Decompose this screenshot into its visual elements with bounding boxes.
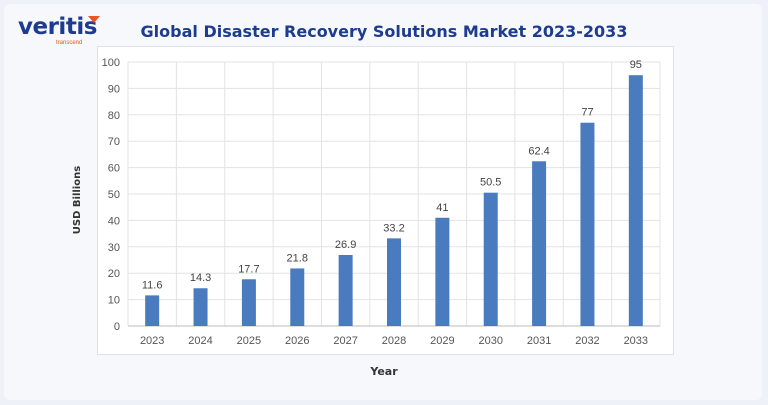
x-tick-label: 2025 xyxy=(237,335,261,347)
y-tick-label: 50 xyxy=(108,189,120,201)
x-tick-label: 2023 xyxy=(140,335,164,347)
logo-tagline: transcend xyxy=(56,40,83,46)
x-axis-title: Year xyxy=(369,365,398,378)
data-label: 62.4 xyxy=(528,145,549,157)
y-tick-label: 10 xyxy=(108,295,120,307)
data-label: 14.3 xyxy=(190,272,211,284)
bar-2024 xyxy=(193,288,208,326)
y-tick-label: 100 xyxy=(102,57,120,69)
y-axis-title: USD Billions xyxy=(72,166,83,234)
y-tick-label: 0 xyxy=(114,321,120,333)
y-tick-label: 70 xyxy=(108,136,120,148)
data-label: 11.6 xyxy=(142,279,163,291)
x-tick-label: 2030 xyxy=(478,335,502,347)
bar-2028 xyxy=(387,238,401,326)
x-tick-label: 2027 xyxy=(333,335,357,347)
data-label: 50.5 xyxy=(480,177,501,189)
data-label: 26.9 xyxy=(335,239,356,251)
data-label: 21.8 xyxy=(287,252,308,264)
x-tick-label: 2033 xyxy=(624,335,648,347)
bar-2026 xyxy=(290,268,305,326)
data-label: 33.2 xyxy=(383,222,404,234)
y-tick-label: 60 xyxy=(108,163,120,175)
veritis-logo: veritis transcend xyxy=(18,14,100,46)
logo-mark-icon xyxy=(88,16,100,23)
bar-2029 xyxy=(435,217,450,326)
chart-title: Global Disaster Recovery Solutions Marke… xyxy=(140,22,628,41)
bar-2033 xyxy=(628,75,643,326)
y-tick-label: 20 xyxy=(108,268,120,280)
x-tick-label: 2028 xyxy=(382,335,406,347)
y-tick-label: 30 xyxy=(108,242,120,254)
x-tick-label: 2032 xyxy=(575,335,599,347)
bar-2023 xyxy=(145,295,160,326)
x-tick-label: 2029 xyxy=(430,335,454,347)
x-tick-label: 2031 xyxy=(527,335,551,347)
data-label: 41 xyxy=(436,202,448,214)
bar-2031 xyxy=(532,161,547,326)
bar-2027 xyxy=(338,254,353,326)
y-tick-label: 80 xyxy=(108,110,120,122)
data-label: 17.7 xyxy=(238,263,259,275)
data-label: 95 xyxy=(630,59,642,71)
bar-2025 xyxy=(241,279,256,326)
bar-2030 xyxy=(483,192,498,326)
bar-2032 xyxy=(580,122,595,326)
x-tick-label: 2026 xyxy=(285,335,309,347)
y-tick-label: 90 xyxy=(108,83,120,95)
data-label: 77 xyxy=(581,107,593,119)
y-tick-label: 40 xyxy=(108,215,120,227)
logo-text: veritis xyxy=(18,14,97,40)
x-tick-label: 2024 xyxy=(188,335,212,347)
chart-box xyxy=(97,46,674,355)
